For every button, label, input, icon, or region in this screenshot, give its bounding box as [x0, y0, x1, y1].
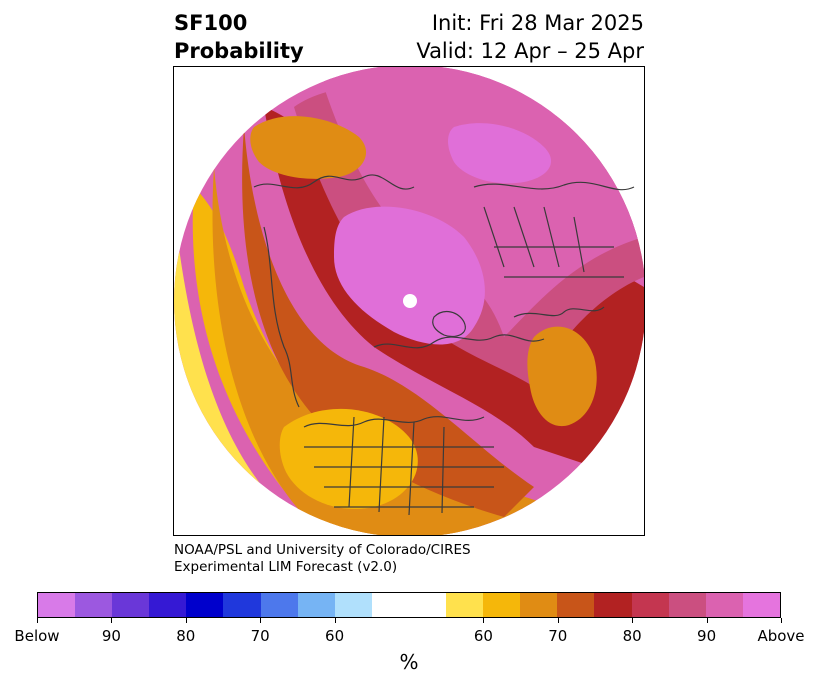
blob-orange-e-contour: [527, 326, 597, 427]
polar-projection-map: [174, 67, 644, 535]
colorbar-segment: [38, 593, 76, 617]
colorbar-segment: [112, 593, 150, 617]
region-pink-contour: [324, 67, 644, 337]
colorbar-tick-mark: [706, 618, 708, 623]
title-type: Probability: [174, 39, 304, 63]
colorbar-segment: [483, 593, 521, 617]
colorbar: [37, 592, 781, 618]
colorbar-segment: [631, 593, 669, 617]
colorbar-segment: [149, 593, 187, 617]
colorbar-tick-label: 60: [473, 627, 493, 645]
colorbar-tick-label: Below: [14, 627, 60, 645]
colorbar-tick-mark: [37, 618, 38, 623]
colorbar-segment: [260, 593, 298, 617]
colorbar-segment: [334, 593, 372, 617]
credit-text: NOAA/PSL and University of Colorado/CIRE…: [174, 542, 471, 576]
colorbar-tick-label: Above: [757, 627, 805, 645]
colorbar-tick-mark: [260, 618, 262, 623]
init-date: Init: Fri 28 Mar 2025: [431, 11, 644, 35]
credit-product: Experimental LIM Forecast (v2.0): [174, 559, 398, 575]
map-title-right: Init: Fri 28 Mar 2025 Valid: 12 Apr – 25…: [416, 9, 644, 65]
colorbar-tick-mark: [557, 618, 559, 623]
colorbar-tick-label: 80: [176, 627, 196, 645]
colorbar-segment: [520, 593, 558, 617]
colorbar-segment: [742, 593, 780, 617]
colorbar-tick-mark: [632, 618, 634, 623]
colorbar-tick-mark: [483, 618, 485, 623]
map-title-left: SF100 Probability: [174, 9, 304, 65]
probability-map: [173, 66, 645, 536]
colorbar-tick-mark: [334, 618, 336, 623]
blob-magenta-1-contour: [334, 206, 485, 345]
colorbar-unit: %: [399, 650, 419, 674]
colorbar-segment: [446, 593, 484, 617]
colorbar-segment: [371, 593, 409, 617]
colorbar-segment: [557, 593, 595, 617]
colorbar-segment: [668, 593, 706, 617]
colorbar-tick-label: 80: [622, 627, 642, 645]
colorbar-tick-label: 70: [548, 627, 568, 645]
colorbar-segment: [705, 593, 743, 617]
colorbar-segment: [297, 593, 335, 617]
colorbar-segment: [75, 593, 113, 617]
north-pole-marker: [403, 294, 417, 308]
title-variable: SF100: [174, 11, 248, 35]
valid-range: Valid: 12 Apr – 25 Apr: [416, 39, 644, 63]
colorbar-segment: [223, 593, 261, 617]
colorbar-tick-label: 90: [697, 627, 717, 645]
credit-institution: NOAA/PSL and University of Colorado/CIRE…: [174, 542, 471, 558]
blob-magenta-2-contour: [448, 123, 552, 184]
colorbar-tick-label: 90: [101, 627, 121, 645]
colorbar-segment: [186, 593, 224, 617]
colorbar-tick-label: 60: [325, 627, 345, 645]
forecast-field: [174, 67, 644, 535]
colorbar-tick-mark: [185, 618, 187, 623]
colorbar-segment: [594, 593, 632, 617]
colorbar-tick-mark: [781, 618, 782, 623]
blob-orange-nw-contour: [250, 116, 367, 179]
coastlines: [253, 174, 635, 516]
colorbar-segment: [408, 593, 447, 617]
colorbar-tick-mark: [111, 618, 113, 623]
colorbar-tick-label: 70: [250, 627, 270, 645]
